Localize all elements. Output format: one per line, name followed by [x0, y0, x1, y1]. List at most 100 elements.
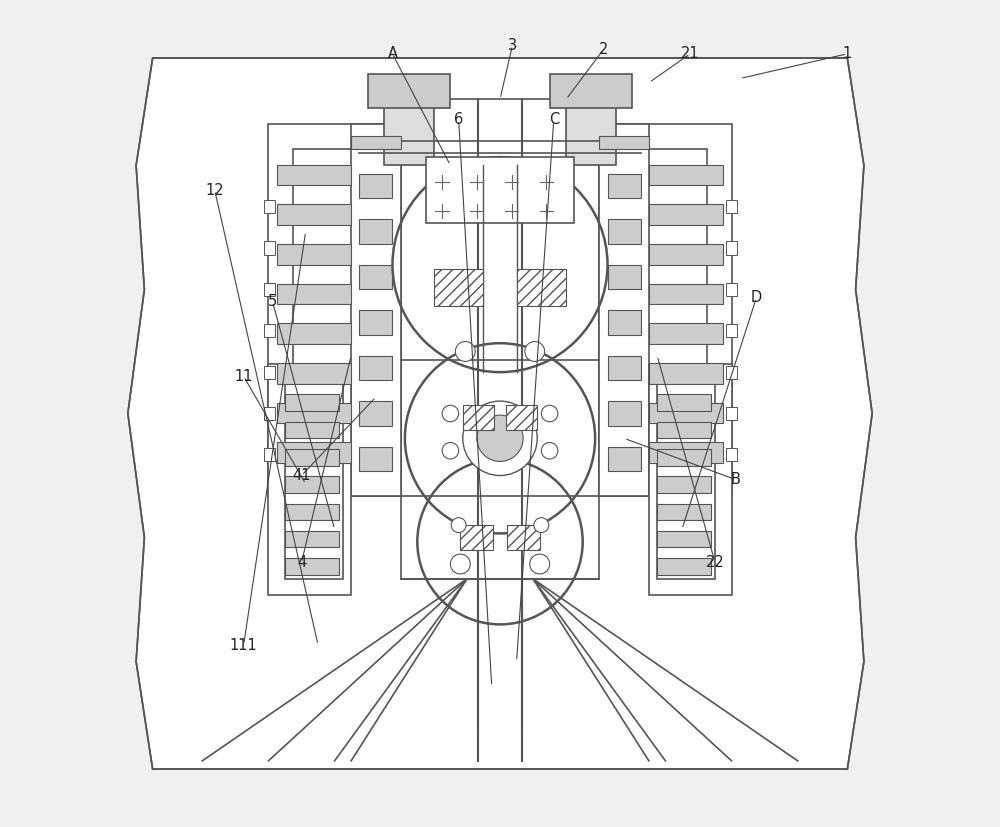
Bar	[726, 366, 737, 379]
Bar	[608, 219, 641, 244]
Bar	[726, 448, 737, 461]
Circle shape	[442, 405, 459, 422]
Bar	[359, 447, 392, 471]
Bar	[657, 449, 711, 466]
Text: C: C	[549, 112, 559, 127]
Bar	[268, 364, 351, 595]
Bar	[726, 200, 737, 213]
Bar	[649, 204, 723, 225]
Circle shape	[455, 342, 475, 361]
Bar	[726, 241, 737, 255]
Bar	[657, 558, 711, 575]
Text: 5: 5	[268, 294, 277, 309]
Circle shape	[442, 442, 459, 459]
Bar	[277, 284, 351, 304]
Circle shape	[534, 518, 549, 533]
Bar	[657, 394, 711, 411]
Text: D: D	[751, 290, 762, 305]
Bar	[359, 310, 392, 335]
Bar	[649, 364, 732, 595]
Text: 11: 11	[234, 369, 253, 384]
Text: 12: 12	[205, 183, 224, 198]
Bar	[359, 401, 392, 426]
Bar	[657, 380, 715, 579]
Circle shape	[451, 518, 466, 533]
Bar	[384, 83, 434, 165]
Bar	[264, 366, 275, 379]
Bar	[264, 407, 275, 420]
Bar	[293, 149, 359, 480]
Circle shape	[541, 405, 558, 422]
Text: 3: 3	[508, 38, 517, 53]
Bar	[726, 407, 737, 420]
Bar	[359, 265, 392, 289]
Bar	[264, 241, 275, 255]
Bar	[649, 363, 723, 384]
Bar	[285, 380, 343, 579]
Bar	[726, 283, 737, 296]
Circle shape	[525, 342, 545, 361]
Bar	[599, 124, 649, 496]
Bar	[641, 149, 707, 480]
Bar	[277, 323, 351, 344]
Bar	[264, 448, 275, 461]
Bar	[277, 204, 351, 225]
Bar	[608, 356, 641, 380]
Bar	[285, 531, 339, 547]
Circle shape	[477, 415, 523, 461]
Text: 22: 22	[706, 555, 724, 570]
Bar	[285, 558, 339, 575]
Bar	[285, 422, 339, 438]
Bar	[277, 442, 351, 463]
Bar	[649, 165, 723, 185]
Bar	[277, 363, 351, 384]
Bar	[657, 476, 711, 493]
Circle shape	[530, 554, 550, 574]
Bar	[649, 244, 723, 265]
Bar	[599, 124, 732, 496]
Bar	[359, 356, 392, 380]
Bar	[726, 324, 737, 337]
Bar	[649, 403, 723, 423]
Bar	[506, 405, 537, 430]
Bar	[285, 394, 339, 411]
Bar	[264, 283, 275, 296]
Bar	[517, 269, 566, 306]
Bar	[649, 442, 723, 463]
Text: 41: 41	[292, 468, 311, 483]
Bar	[359, 219, 392, 244]
Bar	[434, 269, 483, 306]
Bar	[264, 200, 275, 213]
Bar	[460, 525, 493, 550]
Bar	[608, 401, 641, 426]
Bar	[285, 476, 339, 493]
Bar	[264, 324, 275, 337]
Bar	[285, 449, 339, 466]
Bar	[657, 504, 711, 520]
Bar	[351, 124, 401, 496]
Bar	[401, 99, 599, 579]
Bar	[368, 74, 450, 108]
Bar	[608, 265, 641, 289]
Text: A: A	[387, 46, 397, 61]
Text: 111: 111	[230, 638, 258, 653]
Text: 21: 21	[681, 46, 700, 61]
Bar	[608, 447, 641, 471]
Bar	[426, 157, 574, 223]
Bar	[268, 124, 401, 496]
Bar	[507, 525, 540, 550]
Bar	[550, 74, 632, 108]
Bar	[566, 83, 616, 165]
Bar	[657, 422, 711, 438]
Bar	[277, 244, 351, 265]
Bar	[285, 504, 339, 520]
Circle shape	[450, 554, 470, 574]
Bar	[277, 165, 351, 185]
Polygon shape	[128, 58, 872, 769]
Bar	[277, 403, 351, 423]
Text: 1: 1	[843, 46, 852, 61]
Text: 6: 6	[454, 112, 463, 127]
Bar	[649, 323, 723, 344]
Bar	[608, 174, 641, 198]
Circle shape	[541, 442, 558, 459]
